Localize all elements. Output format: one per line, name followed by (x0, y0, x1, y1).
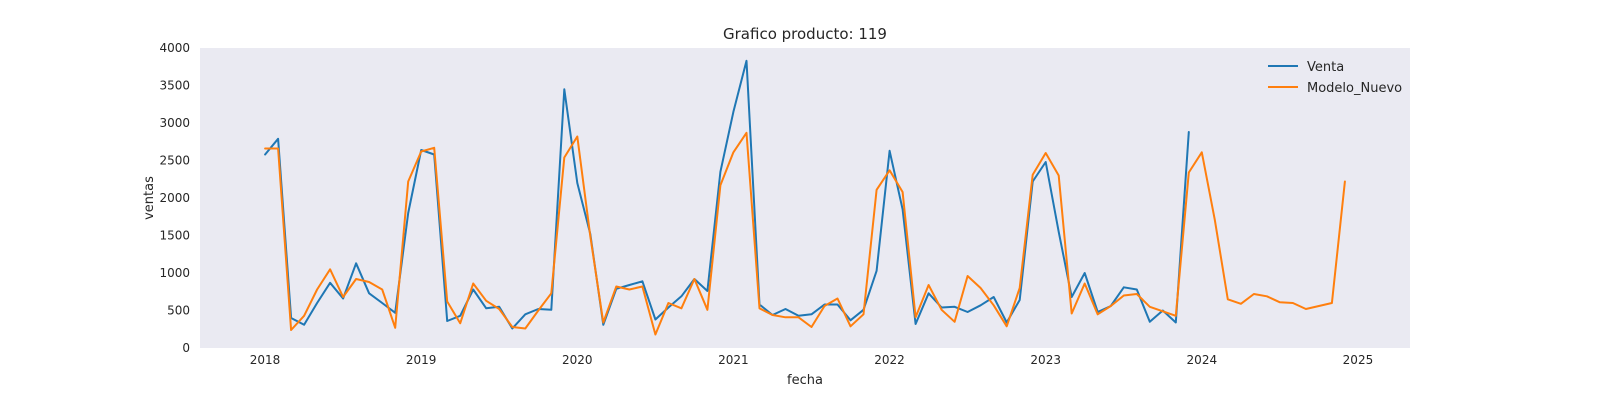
y-tick-label: 2500 (159, 154, 190, 168)
y-tick-label: 2000 (159, 191, 190, 205)
y-tick-label: 500 (167, 304, 190, 318)
x-tick-label: 2025 (1343, 353, 1374, 367)
series-line-1 (264, 59, 1190, 330)
legend: Venta Modelo_Nuevo (1268, 60, 1402, 96)
y-axis: 0 500 1000 1500 2000 2500 3000 3500 4000 (159, 41, 190, 355)
y-tick-label: 1500 (159, 229, 190, 243)
x-tick-label: 2023 (1030, 353, 1061, 367)
x-tick-label: 2018 (250, 353, 281, 367)
chart-title: Grafico producto: 119 (723, 25, 887, 43)
y-axis-label: ventas (142, 176, 157, 220)
y-tick-label: 1000 (159, 266, 190, 280)
plot-area (200, 48, 1410, 348)
x-axis-label: fecha (787, 373, 823, 388)
legend-label: Venta (1307, 60, 1344, 75)
x-tick-label: 2022 (874, 353, 905, 367)
x-tick-label: 2024 (1187, 353, 1218, 367)
x-tick-label: 2020 (562, 353, 593, 367)
y-tick-label: 3500 (159, 79, 190, 93)
y-tick-label: 3000 (159, 116, 190, 130)
legend-label: Modelo_Nuevo (1307, 81, 1402, 96)
y-tick-label: 4000 (159, 41, 190, 55)
series-line-2 (264, 131, 1346, 336)
x-tick-label: 2021 (718, 353, 749, 367)
x-axis: 2018 2019 2020 2021 2022 2023 2024 2025 (250, 353, 1373, 367)
y-tick-label: 0 (182, 341, 190, 355)
x-tick-label: 2019 (406, 353, 437, 367)
series-lines (264, 59, 1346, 336)
